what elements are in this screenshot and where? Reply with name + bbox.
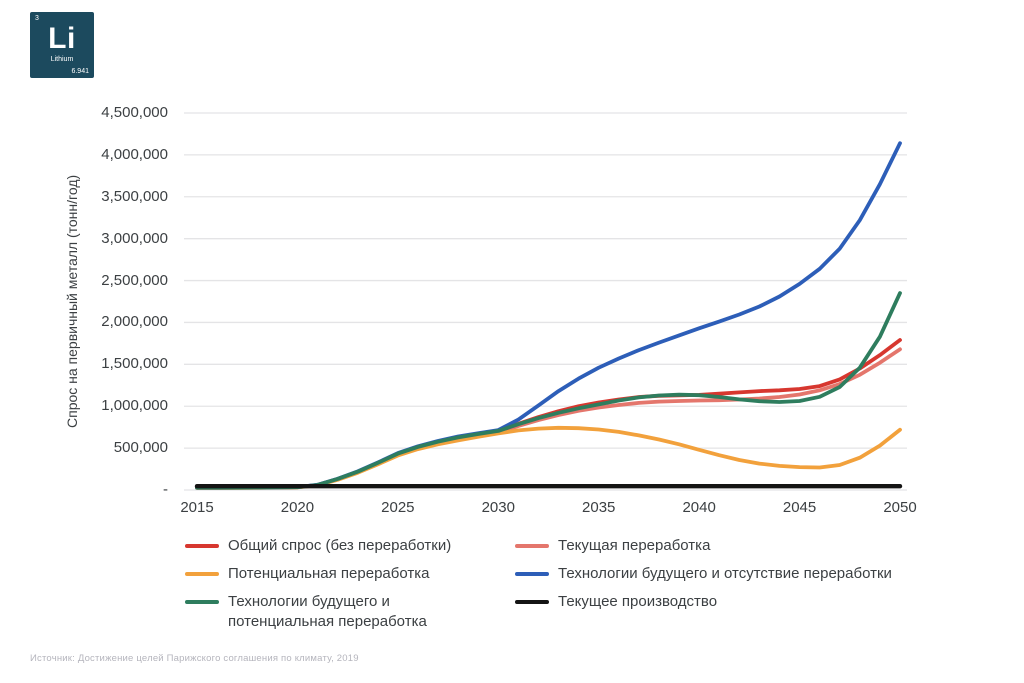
legend-label: Текущее производство <box>558 593 718 610</box>
x-tick-label: 2035 <box>582 499 616 516</box>
legend-marker-line <box>515 600 549 604</box>
legend-label: Текущая переработка <box>558 537 711 554</box>
x-tick-label: 2015 <box>180 499 214 516</box>
atomic-number: 3 <box>35 15 39 22</box>
x-tick-label: 2040 <box>682 499 716 516</box>
legend-label: Общий спрос (без переработки) <box>228 537 452 554</box>
y-tick-label: 3,000,000 <box>101 229 168 247</box>
y-tick-label: 2,000,000 <box>101 313 168 331</box>
y-tick-label: 4,500,000 <box>101 104 168 121</box>
legend-marker-line <box>515 544 549 548</box>
legend-column-right: Текущая переработка Технологии будущего и… <box>515 536 892 620</box>
legend-label: Потенциальная переработка <box>228 565 430 582</box>
series-line <box>195 425 902 490</box>
legend-column-left: Общий спрос (без переработки) Потенциальн… <box>185 536 456 640</box>
legend-label: Технологии будущего и отсутствие перераб… <box>558 565 892 582</box>
series-line <box>195 141 902 490</box>
legend-marker-line <box>185 544 219 548</box>
y-tick-label: 500,000 <box>113 439 168 457</box>
legend-item: Текущее производство <box>515 592 892 612</box>
y-tick-label: 1,500,000 <box>101 355 168 373</box>
atomic-mass: 6.941 <box>71 68 89 75</box>
x-tick-label: 2020 <box>280 499 315 516</box>
y-tick-label: 2,500,000 <box>101 271 168 289</box>
legend-item: Технологии будущего и потенциальная пере… <box>185 592 456 632</box>
x-tick-label: 2025 <box>381 499 415 516</box>
legend-label: Технологии будущего и потенциальная пере… <box>228 593 427 630</box>
legend-item: Общий спрос (без переработки) <box>185 536 456 556</box>
x-tick-label: 2030 <box>481 499 515 516</box>
y-tick-label: - <box>163 481 168 498</box>
legend-item: Текущая переработка <box>515 536 892 556</box>
y-tick-label: 4,000,000 <box>101 145 168 163</box>
x-tick-label: 2050 <box>883 499 917 516</box>
x-tick-label: 2045 <box>782 499 817 516</box>
legend-marker-line <box>515 572 549 576</box>
lithium-element-card: 3 Li Lithium 6.941 <box>30 12 94 78</box>
element-name: Lithium <box>50 56 74 63</box>
y-tick-label: 1,000,000 <box>101 397 168 415</box>
legend-marker-line <box>185 600 219 604</box>
legend-item: Технологии будущего и отсутствие перераб… <box>515 564 892 584</box>
legend-marker-line <box>185 572 219 576</box>
y-tick-label: 3,500,000 <box>101 187 168 205</box>
legend-item: Потенциальная переработка <box>185 564 456 584</box>
source-note: Источник: Достижение целей Парижского со… <box>30 653 359 664</box>
element-symbol: Li <box>48 22 76 55</box>
